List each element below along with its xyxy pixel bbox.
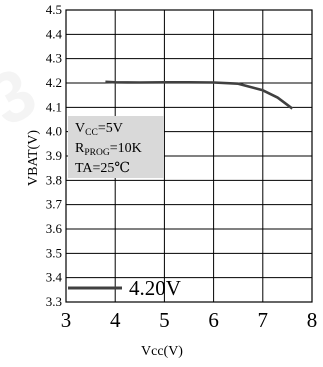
y-tick-label: 4.1	[46, 99, 62, 114]
annotation-vcc: VCC=5V	[75, 121, 123, 138]
x-tick-label: 3	[61, 308, 72, 332]
plot-frame	[65, 9, 313, 303]
x-tick-label: 6	[208, 308, 219, 332]
x-tick-label: 5	[159, 308, 170, 332]
y-tick-labels: 3.3 3.4 3.5 3.6 3.7 3.8 3.9 4.0 4.1 4.2 4.3 4.4 4.5	[46, 2, 63, 309]
x-axis-label: Vcc(V)	[141, 344, 183, 359]
series-line-4-20v	[105, 80, 294, 110]
annotation-background	[68, 116, 164, 178]
x-tick-label: 4	[110, 308, 121, 332]
y-tick-label: 3.9	[46, 148, 62, 163]
y-tick-label: 4.5	[46, 2, 62, 17]
y-tick-label: 3.4	[46, 270, 63, 285]
watermark: 3	[0, 53, 50, 142]
legend-label: 4.20V	[129, 276, 181, 300]
y-tick-label: 4.4	[46, 26, 63, 41]
y-tick-label: 3.3	[46, 294, 62, 309]
x-tick-label: 7	[258, 308, 269, 332]
series-layer	[105, 80, 294, 110]
y-tick-label: 3.8	[46, 172, 62, 187]
legend: 4.20V	[68, 276, 181, 300]
annotation-box: VCC=5V RPROG=10K TA=25℃	[68, 116, 164, 178]
x-tick-labels: 3 4 5 6 7 8	[61, 308, 318, 332]
y-axis-label: VBAT(V)	[26, 130, 41, 186]
y-tick-label: 3.5	[46, 245, 62, 260]
y-tick-label: 4.3	[46, 51, 62, 66]
y-tick-label: 4.2	[46, 75, 62, 90]
y-tick-label: 4.0	[46, 124, 62, 139]
annotation-rprog: RPROG=10K	[75, 141, 142, 158]
y-tick-label: 3.6	[46, 221, 63, 236]
y-tick-label: 3.7	[46, 197, 63, 212]
annotation-temperature: TA=25℃	[75, 161, 130, 176]
x-tick-label: 8	[307, 308, 318, 332]
